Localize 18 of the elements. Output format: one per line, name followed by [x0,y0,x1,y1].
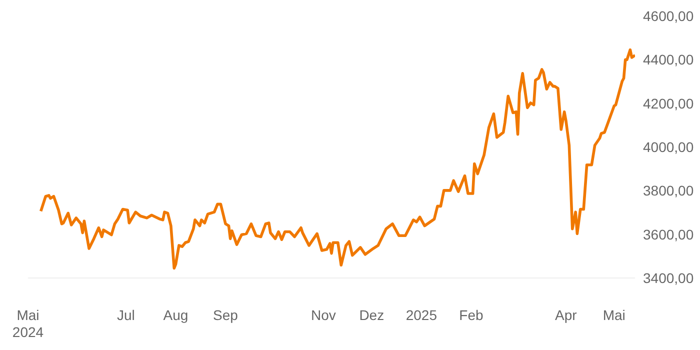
y-tick-label: 4400,00 [643,52,694,68]
x-tick-label: Mai [602,307,626,323]
x-tick-label: Aug [163,307,188,323]
x-tick-label: Mai 2024 [12,307,44,340]
x-tick-label: Dez [359,307,384,323]
x-tick-label: Sep [213,307,238,323]
x-tick-label: Nov [311,307,336,323]
y-tick-label: 3400,00 [643,270,694,286]
x-tick-label: 2025 [406,307,438,323]
y-tick-label: 3800,00 [643,182,694,199]
x-tick-label: Jul [117,307,135,323]
line-series [39,48,635,270]
y-tick-label: 3600,00 [643,226,694,242]
x-tick-label: Feb [459,307,484,323]
y-tick-label: 4600,00 [643,8,694,24]
y-tick-label: 4200,00 [643,95,694,112]
y-tick-label: 4000,00 [643,138,694,155]
x-tick-label: Apr [555,307,578,323]
